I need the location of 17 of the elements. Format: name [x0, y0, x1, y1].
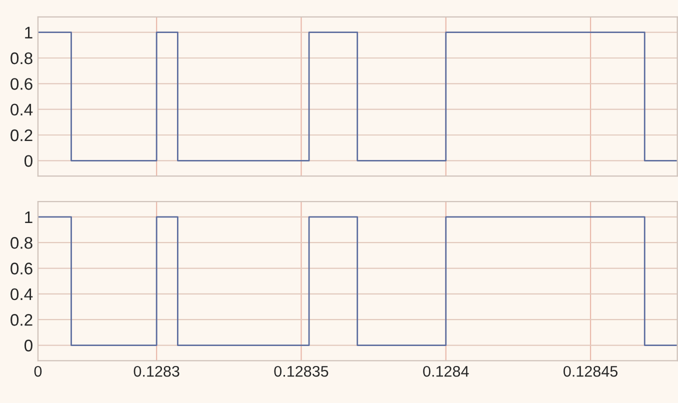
y-tick-label: 0.6 [10, 78, 32, 90]
x-tick-label: 0.12835 [274, 366, 328, 377]
x-tick-label: 0.12845 [564, 366, 618, 377]
y-tick-label: 0.2 [10, 314, 32, 326]
y-tick-label: 1 [25, 212, 32, 223]
x-tick-label: 0.1284 [423, 366, 469, 377]
y-tick-label: 0 [24, 340, 32, 352]
x-tick-label: 0.1283 [134, 366, 180, 377]
x-tick-label: 0 [34, 366, 42, 377]
y-tick-label: 0.4 [10, 104, 33, 116]
y-tick-label: 0.4 [10, 288, 33, 300]
y-tick-label: 0.8 [10, 237, 32, 249]
y-tick-label: 0.8 [10, 52, 32, 64]
y-tick-label: 1 [25, 26, 32, 38]
y-tick-label: 0.2 [10, 129, 32, 142]
y-tick-label: 0.6 [10, 262, 32, 274]
y-tick-label: 0 [24, 155, 32, 167]
